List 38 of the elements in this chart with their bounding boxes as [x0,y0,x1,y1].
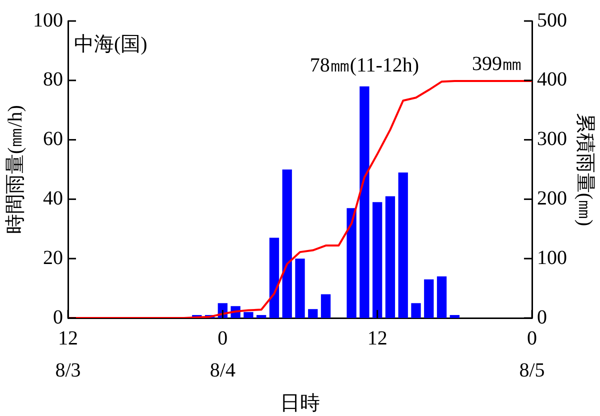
annotation: 399㎜ [472,53,522,76]
y-tick-label: 40 [43,187,63,210]
x-tick-label: 12 8/3 [55,327,81,382]
bar [282,170,292,318]
x-tick-label: 12 [367,327,388,350]
y2-tick-label: 200 [537,187,567,210]
y-tick-label: 100 [33,9,63,32]
y2-tick-label: 0 [537,306,547,328]
y-tick-label: 20 [43,246,63,269]
y2-tick-label: 500 [537,9,567,32]
bar [436,276,447,318]
y2-tick-label: 400 [537,68,567,91]
text: 中海(国) [74,33,148,56]
bar [424,279,434,318]
bar [398,172,408,318]
bar [308,309,318,318]
bar [346,208,356,318]
bar [295,258,305,318]
bar [256,315,266,318]
bar [360,86,370,318]
bar [450,315,460,318]
bar [385,196,396,318]
x-axis-title: 日時 [280,392,320,414]
bar [269,238,280,318]
bar [320,294,331,318]
y-tick-label: 80 [43,68,63,91]
bar [372,202,382,318]
y2-tick-label: 300 [537,128,567,150]
y-axis-title: 時間雨量(㎜/h) [4,105,26,234]
bar [411,303,421,318]
annotation: 78㎜(11-12h) [310,54,420,77]
bar [244,312,254,318]
x-tick-label: 0 8/4 [210,327,236,382]
y-tick-label: 0 [53,306,63,328]
x-tick-label: 0 8/5 [519,327,545,382]
y2-axis-title: 累積雨量(㎜) [574,112,596,226]
y2-tick-label: 100 [537,246,567,269]
y-tick-label: 60 [43,128,63,150]
